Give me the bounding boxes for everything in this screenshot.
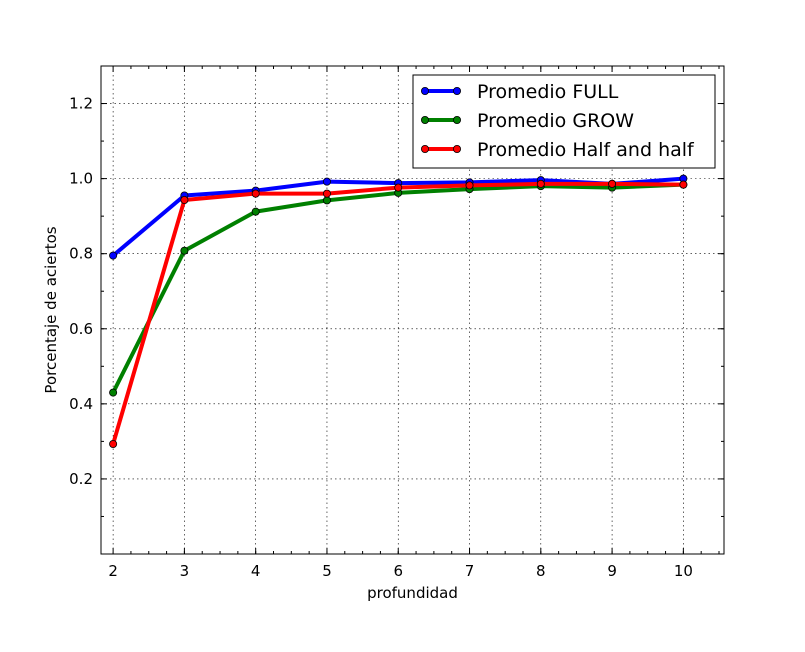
plot-frame	[100, 65, 725, 555]
tick-labels: 2 3 4 5 6 7 8 9 10 0.2 0.4 0.6 0.8 1.0 1.2	[69, 95, 693, 580]
legend-marker	[420, 87, 429, 96]
data-point-promedio-half-and-half	[679, 180, 688, 189]
y-tick-label: 1.0	[69, 170, 93, 188]
x-tick-label: 6	[393, 562, 403, 580]
y-tick-label: 0.6	[69, 320, 93, 338]
data-point-promedio-grow	[322, 196, 331, 205]
data-point-promedio-full	[109, 251, 118, 260]
data-point-promedio-full	[322, 177, 331, 186]
x-tick-label: 7	[465, 562, 475, 580]
data-point-promedio-half-and-half	[394, 183, 403, 192]
legend-marker	[452, 144, 461, 153]
data-point-promedio-grow	[109, 388, 118, 397]
y-tick-label: 0.8	[69, 245, 93, 263]
legend-box	[412, 74, 716, 169]
y-axis-label: Porcentaje de aciertos	[42, 226, 60, 393]
legend-label: Promedio FULL	[477, 81, 619, 103]
data-point-promedio-half-and-half	[180, 196, 189, 205]
legend-marker	[452, 116, 461, 125]
series-layer	[109, 174, 688, 449]
ticks	[101, 66, 724, 554]
legend-label: Promedio Half and half	[477, 139, 695, 161]
legend-label: Promedio GROW	[477, 110, 634, 132]
data-point-promedio-half-and-half	[608, 179, 617, 188]
legend-marker	[420, 116, 429, 125]
x-tick-label: 2	[108, 562, 118, 580]
x-axis-label: profundidad	[367, 584, 458, 602]
y-tick-label: 0.4	[69, 395, 93, 413]
data-point-promedio-half-and-half	[251, 189, 260, 198]
data-point-promedio-half-and-half	[322, 189, 331, 198]
data-point-promedio-half-and-half	[465, 181, 474, 190]
data-point-promedio-grow	[180, 246, 189, 255]
legend-marker	[452, 87, 461, 96]
y-tick-label: 1.2	[69, 95, 93, 113]
data-point-promedio-grow	[251, 207, 260, 216]
x-tick-label: 3	[180, 562, 190, 580]
data-point-promedio-half-and-half	[109, 440, 118, 449]
x-tick-label: 4	[251, 562, 261, 580]
x-tick-label: 5	[322, 562, 332, 580]
x-tick-label: 8	[536, 562, 546, 580]
legend-marker	[420, 144, 429, 153]
y-tick-label: 0.2	[69, 470, 93, 488]
x-tick-label: 10	[674, 562, 693, 580]
data-point-promedio-half-and-half	[536, 179, 545, 188]
legend: Promedio FULL Promedio GROW Promedio Half …	[412, 74, 716, 169]
x-tick-label: 9	[607, 562, 617, 580]
